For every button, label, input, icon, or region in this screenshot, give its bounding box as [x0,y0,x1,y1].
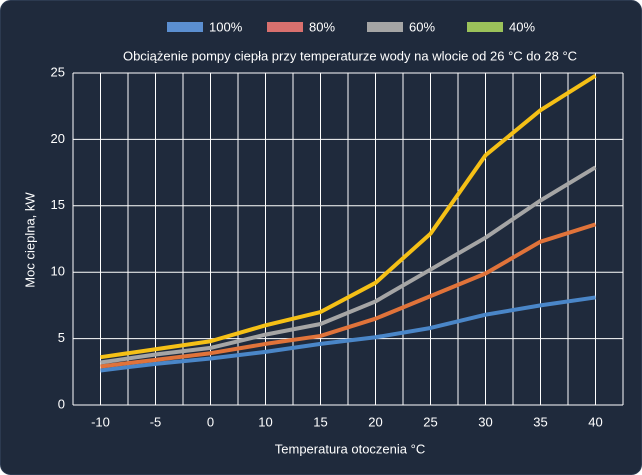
y-tick-label: 15 [51,197,65,212]
y-tick-label: 10 [51,264,65,279]
x-axis-label: Temperatura otoczenia °C [275,441,425,456]
chart-title: Obciążenie pompy ciepła przy temperaturz… [123,48,577,63]
x-tick-label: 25 [423,414,437,429]
legend-swatch [167,22,203,32]
x-tick-label: 20 [368,414,382,429]
x-tick-label: 0 [207,414,214,429]
series-line [100,295,596,373]
series-line [100,73,597,360]
x-tick-label: 30 [478,414,492,429]
legend-label: 40% [509,19,535,34]
x-tick-label: 10 [258,414,272,429]
x-tick-label: 35 [533,414,547,429]
x-tick-label: 15 [313,414,327,429]
y-axis-label: Moc cieplna, kW [22,192,37,288]
y-tick-label: 20 [51,131,65,146]
y-tick-label: 25 [51,64,65,79]
legend-swatch [367,22,403,32]
legend-swatch [267,22,303,32]
legend-swatch [467,22,503,32]
x-tick-label: -5 [150,414,162,429]
x-tick-label: 40 [588,414,602,429]
legend-label: 80% [309,19,335,34]
x-tick-label: -10 [91,414,110,429]
series-line [100,222,597,369]
y-tick-label: 5 [58,330,65,345]
y-tick-label: 0 [58,396,65,411]
legend-label: 60% [409,19,435,34]
legend-label: 100% [209,19,243,34]
series-line [100,165,597,365]
